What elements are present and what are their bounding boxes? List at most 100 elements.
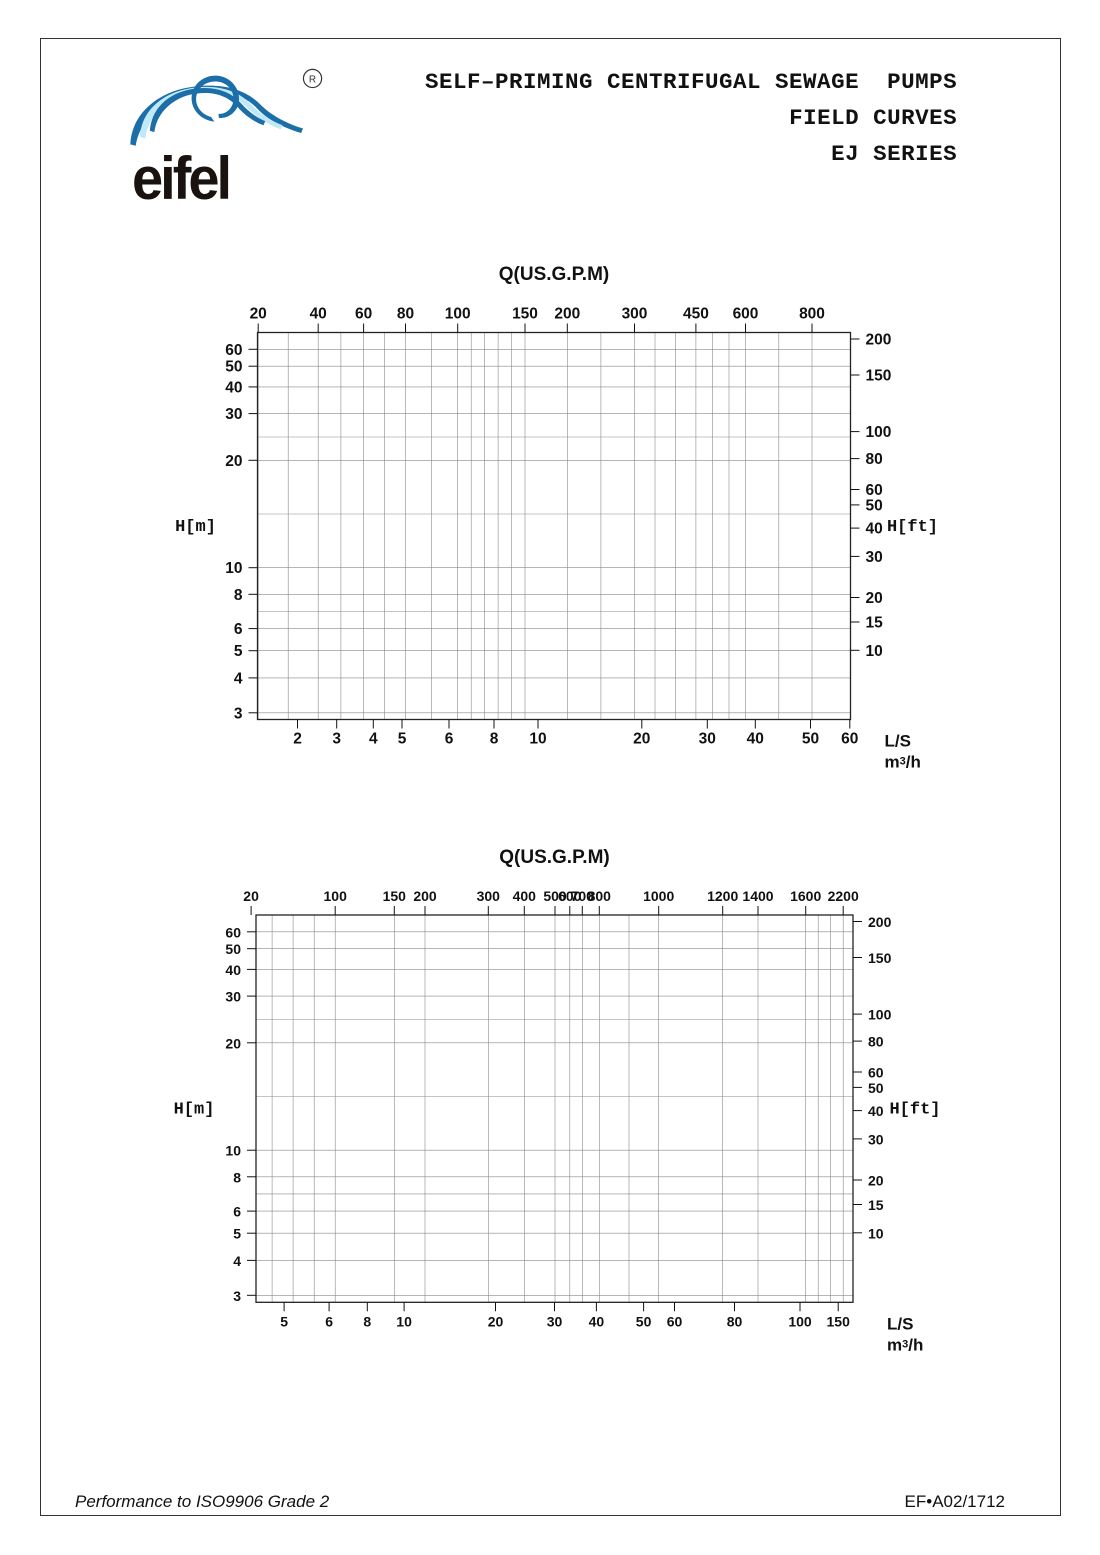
svg-text:20: 20 bbox=[866, 590, 883, 607]
svg-text:200: 200 bbox=[868, 914, 892, 930]
svg-text:50: 50 bbox=[225, 359, 242, 376]
svg-text:10: 10 bbox=[225, 560, 242, 577]
svg-text:30: 30 bbox=[699, 731, 716, 748]
svg-text:40: 40 bbox=[589, 1313, 605, 1329]
svg-text:20: 20 bbox=[250, 306, 267, 323]
svg-text:8: 8 bbox=[233, 1169, 241, 1185]
svg-text:10: 10 bbox=[225, 1143, 241, 1159]
svg-text:4: 4 bbox=[234, 670, 243, 687]
svg-text:100: 100 bbox=[445, 306, 471, 323]
svg-text:4: 4 bbox=[369, 731, 378, 748]
svg-text:m3/h: m3/h bbox=[887, 1335, 923, 1354]
svg-text:200: 200 bbox=[866, 332, 892, 349]
svg-text:H[ft]: H[ft] bbox=[887, 518, 938, 537]
svg-text:200: 200 bbox=[554, 306, 580, 323]
svg-text:6: 6 bbox=[234, 621, 243, 638]
svg-text:40: 40 bbox=[225, 379, 242, 396]
svg-text:6: 6 bbox=[233, 1204, 241, 1220]
svg-text:30: 30 bbox=[225, 406, 242, 423]
svg-text:100: 100 bbox=[324, 888, 348, 904]
svg-text:40: 40 bbox=[310, 306, 327, 323]
svg-text:60: 60 bbox=[225, 924, 241, 940]
svg-text:Q(US.G.P.M): Q(US.G.P.M) bbox=[499, 847, 610, 868]
svg-text:30: 30 bbox=[225, 989, 241, 1005]
svg-text:50: 50 bbox=[868, 1080, 884, 1096]
svg-text:10: 10 bbox=[868, 1225, 884, 1241]
svg-text:10: 10 bbox=[866, 643, 883, 660]
svg-text:30: 30 bbox=[866, 549, 883, 566]
svg-text:50: 50 bbox=[225, 941, 241, 957]
svg-text:15: 15 bbox=[868, 1197, 884, 1213]
svg-text:80: 80 bbox=[397, 306, 414, 323]
svg-text:80: 80 bbox=[868, 1034, 884, 1050]
svg-text:800: 800 bbox=[799, 306, 825, 323]
svg-text:5: 5 bbox=[234, 643, 243, 660]
svg-text:10: 10 bbox=[529, 731, 546, 748]
svg-text:40: 40 bbox=[225, 962, 241, 978]
svg-text:40: 40 bbox=[868, 1103, 884, 1119]
svg-text:700: 700 bbox=[571, 888, 595, 904]
svg-text:3: 3 bbox=[332, 731, 341, 748]
svg-text:150: 150 bbox=[383, 888, 407, 904]
svg-text:150: 150 bbox=[868, 950, 892, 966]
svg-text:5: 5 bbox=[233, 1226, 241, 1242]
svg-text:80: 80 bbox=[866, 451, 883, 468]
svg-text:5: 5 bbox=[398, 731, 407, 748]
svg-text:10: 10 bbox=[396, 1313, 412, 1329]
svg-text:6: 6 bbox=[445, 731, 454, 748]
svg-text:4: 4 bbox=[233, 1253, 241, 1269]
svg-text:300: 300 bbox=[622, 306, 648, 323]
svg-text:150: 150 bbox=[866, 368, 892, 385]
svg-text:20: 20 bbox=[225, 453, 242, 470]
svg-text:1200: 1200 bbox=[707, 888, 738, 904]
svg-text:6: 6 bbox=[325, 1313, 333, 1329]
svg-text:2: 2 bbox=[293, 731, 302, 748]
svg-text:30: 30 bbox=[868, 1131, 884, 1147]
svg-text:100: 100 bbox=[788, 1313, 812, 1329]
svg-text:400: 400 bbox=[513, 888, 537, 904]
svg-text:60: 60 bbox=[841, 731, 858, 748]
svg-text:H[m]: H[m] bbox=[174, 1101, 215, 1120]
svg-text:2200: 2200 bbox=[828, 888, 859, 904]
svg-text:50: 50 bbox=[866, 497, 883, 514]
svg-text:40: 40 bbox=[866, 521, 883, 538]
svg-text:1600: 1600 bbox=[790, 888, 821, 904]
svg-text:8: 8 bbox=[234, 587, 243, 604]
svg-text:3: 3 bbox=[234, 705, 243, 722]
svg-text:60: 60 bbox=[225, 342, 242, 359]
svg-text:150: 150 bbox=[512, 306, 538, 323]
svg-text:20: 20 bbox=[243, 888, 259, 904]
svg-text:40: 40 bbox=[747, 731, 764, 748]
svg-text:20: 20 bbox=[633, 731, 650, 748]
svg-text:8: 8 bbox=[363, 1313, 371, 1329]
svg-text:150: 150 bbox=[827, 1313, 851, 1329]
svg-text:L/S: L/S bbox=[885, 732, 911, 751]
svg-text:450: 450 bbox=[683, 306, 709, 323]
svg-text:1400: 1400 bbox=[742, 888, 773, 904]
svg-text:20: 20 bbox=[488, 1313, 504, 1329]
svg-text:m3/h: m3/h bbox=[885, 753, 921, 772]
svg-text:60: 60 bbox=[868, 1065, 884, 1081]
svg-text:L/S: L/S bbox=[887, 1314, 913, 1333]
svg-text:80: 80 bbox=[727, 1313, 743, 1329]
svg-text:600: 600 bbox=[733, 306, 759, 323]
svg-text:8: 8 bbox=[490, 731, 499, 748]
svg-text:5: 5 bbox=[280, 1313, 288, 1329]
svg-text:3: 3 bbox=[233, 1288, 241, 1304]
svg-text:60: 60 bbox=[866, 482, 883, 499]
svg-text:1000: 1000 bbox=[643, 888, 674, 904]
svg-text:60: 60 bbox=[355, 306, 372, 323]
svg-text:30: 30 bbox=[547, 1313, 563, 1329]
svg-text:20: 20 bbox=[225, 1035, 241, 1051]
svg-text:Q(US.G.P.M): Q(US.G.P.M) bbox=[499, 264, 610, 285]
svg-text:100: 100 bbox=[868, 1007, 892, 1023]
svg-text:15: 15 bbox=[866, 615, 884, 632]
svg-text:H[m]: H[m] bbox=[175, 518, 216, 537]
svg-text:20: 20 bbox=[868, 1173, 884, 1189]
svg-text:100: 100 bbox=[866, 424, 892, 441]
svg-text:50: 50 bbox=[636, 1313, 652, 1329]
svg-text:H[ft]: H[ft] bbox=[889, 1101, 940, 1120]
svg-text:60: 60 bbox=[667, 1313, 683, 1329]
svg-text:300: 300 bbox=[477, 888, 501, 904]
svg-text:50: 50 bbox=[802, 731, 819, 748]
